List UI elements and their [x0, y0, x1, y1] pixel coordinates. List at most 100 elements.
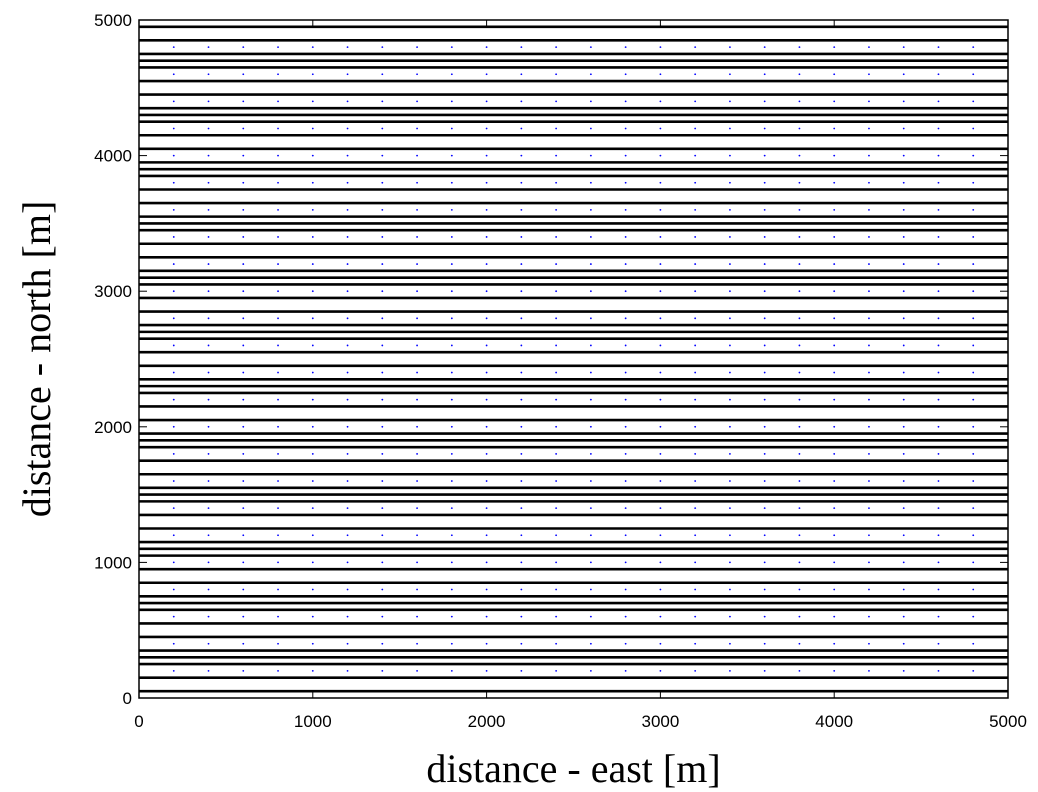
station-marker [589, 263, 592, 265]
station-marker [833, 534, 836, 537]
station-marker [520, 263, 523, 265]
station-marker [555, 344, 558, 347]
station-marker [659, 46, 662, 49]
station-marker [172, 371, 175, 374]
y-tick-label: 4000 [94, 147, 132, 166]
station-marker [485, 127, 488, 130]
station-marker [485, 208, 488, 211]
station-marker [763, 615, 766, 618]
station-marker [520, 534, 523, 537]
station-marker [972, 73, 975, 76]
station-marker [833, 642, 836, 645]
station-marker [555, 371, 558, 374]
station-marker [450, 669, 453, 672]
station-marker [485, 263, 488, 265]
station-marker [311, 453, 314, 455]
station-marker [520, 480, 523, 482]
station-marker [555, 642, 558, 645]
station-marker [972, 615, 975, 618]
station-marker [555, 290, 558, 293]
station-marker [589, 615, 592, 618]
station-marker [277, 263, 279, 265]
station-marker [902, 236, 905, 238]
station-marker [659, 73, 662, 76]
station-marker [729, 615, 731, 618]
station-marker [694, 290, 697, 293]
station-marker [972, 100, 975, 103]
station-marker [937, 344, 940, 347]
station-marker [937, 615, 940, 618]
station-marker [868, 73, 870, 76]
station-marker [833, 453, 836, 455]
station-marker [207, 669, 210, 672]
station-marker [346, 46, 349, 49]
station-marker [416, 208, 418, 211]
station-marker [972, 344, 975, 347]
station-marker [485, 480, 488, 482]
station-marker [311, 398, 314, 401]
station-marker [868, 154, 870, 157]
station-marker [624, 371, 627, 374]
station-marker [450, 425, 453, 428]
station-marker [729, 181, 731, 184]
station-marker [381, 100, 384, 103]
station-marker [520, 154, 523, 157]
station-marker [624, 507, 627, 510]
station-marker [624, 615, 627, 618]
station-marker [485, 588, 488, 591]
station-marker [450, 46, 453, 49]
station-marker [763, 669, 766, 672]
station-marker [868, 453, 870, 455]
station-marker [972, 154, 975, 157]
station-marker [624, 181, 627, 184]
station-marker [937, 642, 940, 645]
station-marker [346, 588, 349, 591]
station-marker [346, 642, 349, 645]
station-marker [937, 425, 940, 428]
station-marker [798, 208, 801, 211]
station-marker [450, 453, 453, 455]
station-marker [902, 615, 905, 618]
station-marker [555, 208, 558, 211]
station-marker [381, 669, 384, 672]
station-marker [242, 642, 245, 645]
station-marker [346, 317, 349, 320]
station-marker [381, 208, 384, 211]
station-marker [381, 588, 384, 591]
station-marker [868, 561, 870, 564]
station-marker [520, 208, 523, 211]
station-marker [416, 127, 418, 130]
station-marker [520, 290, 523, 293]
station-marker [346, 453, 349, 455]
station-marker [902, 398, 905, 401]
station-marker [242, 588, 245, 591]
station-marker [277, 46, 279, 49]
station-marker [729, 398, 731, 401]
station-marker [277, 398, 279, 401]
station-marker [207, 453, 210, 455]
station-marker [311, 154, 314, 157]
station-marker [694, 208, 697, 211]
station-marker [589, 561, 592, 564]
station-marker [972, 453, 975, 455]
station-marker [172, 588, 175, 591]
station-marker [207, 100, 210, 103]
station-marker [729, 669, 731, 672]
station-marker [902, 425, 905, 428]
station-marker [937, 534, 940, 537]
station-marker [694, 398, 697, 401]
station-marker [902, 46, 905, 49]
station-marker [868, 615, 870, 618]
station-marker [729, 100, 731, 103]
station-marker [242, 154, 245, 157]
station-marker [242, 100, 245, 103]
station-marker [277, 453, 279, 455]
station-marker [520, 561, 523, 564]
station-marker [798, 46, 801, 49]
station-marker [763, 588, 766, 591]
station-marker [520, 100, 523, 103]
station-marker [729, 453, 731, 455]
station-marker [729, 344, 731, 347]
station-marker [763, 371, 766, 374]
station-marker [589, 100, 592, 103]
